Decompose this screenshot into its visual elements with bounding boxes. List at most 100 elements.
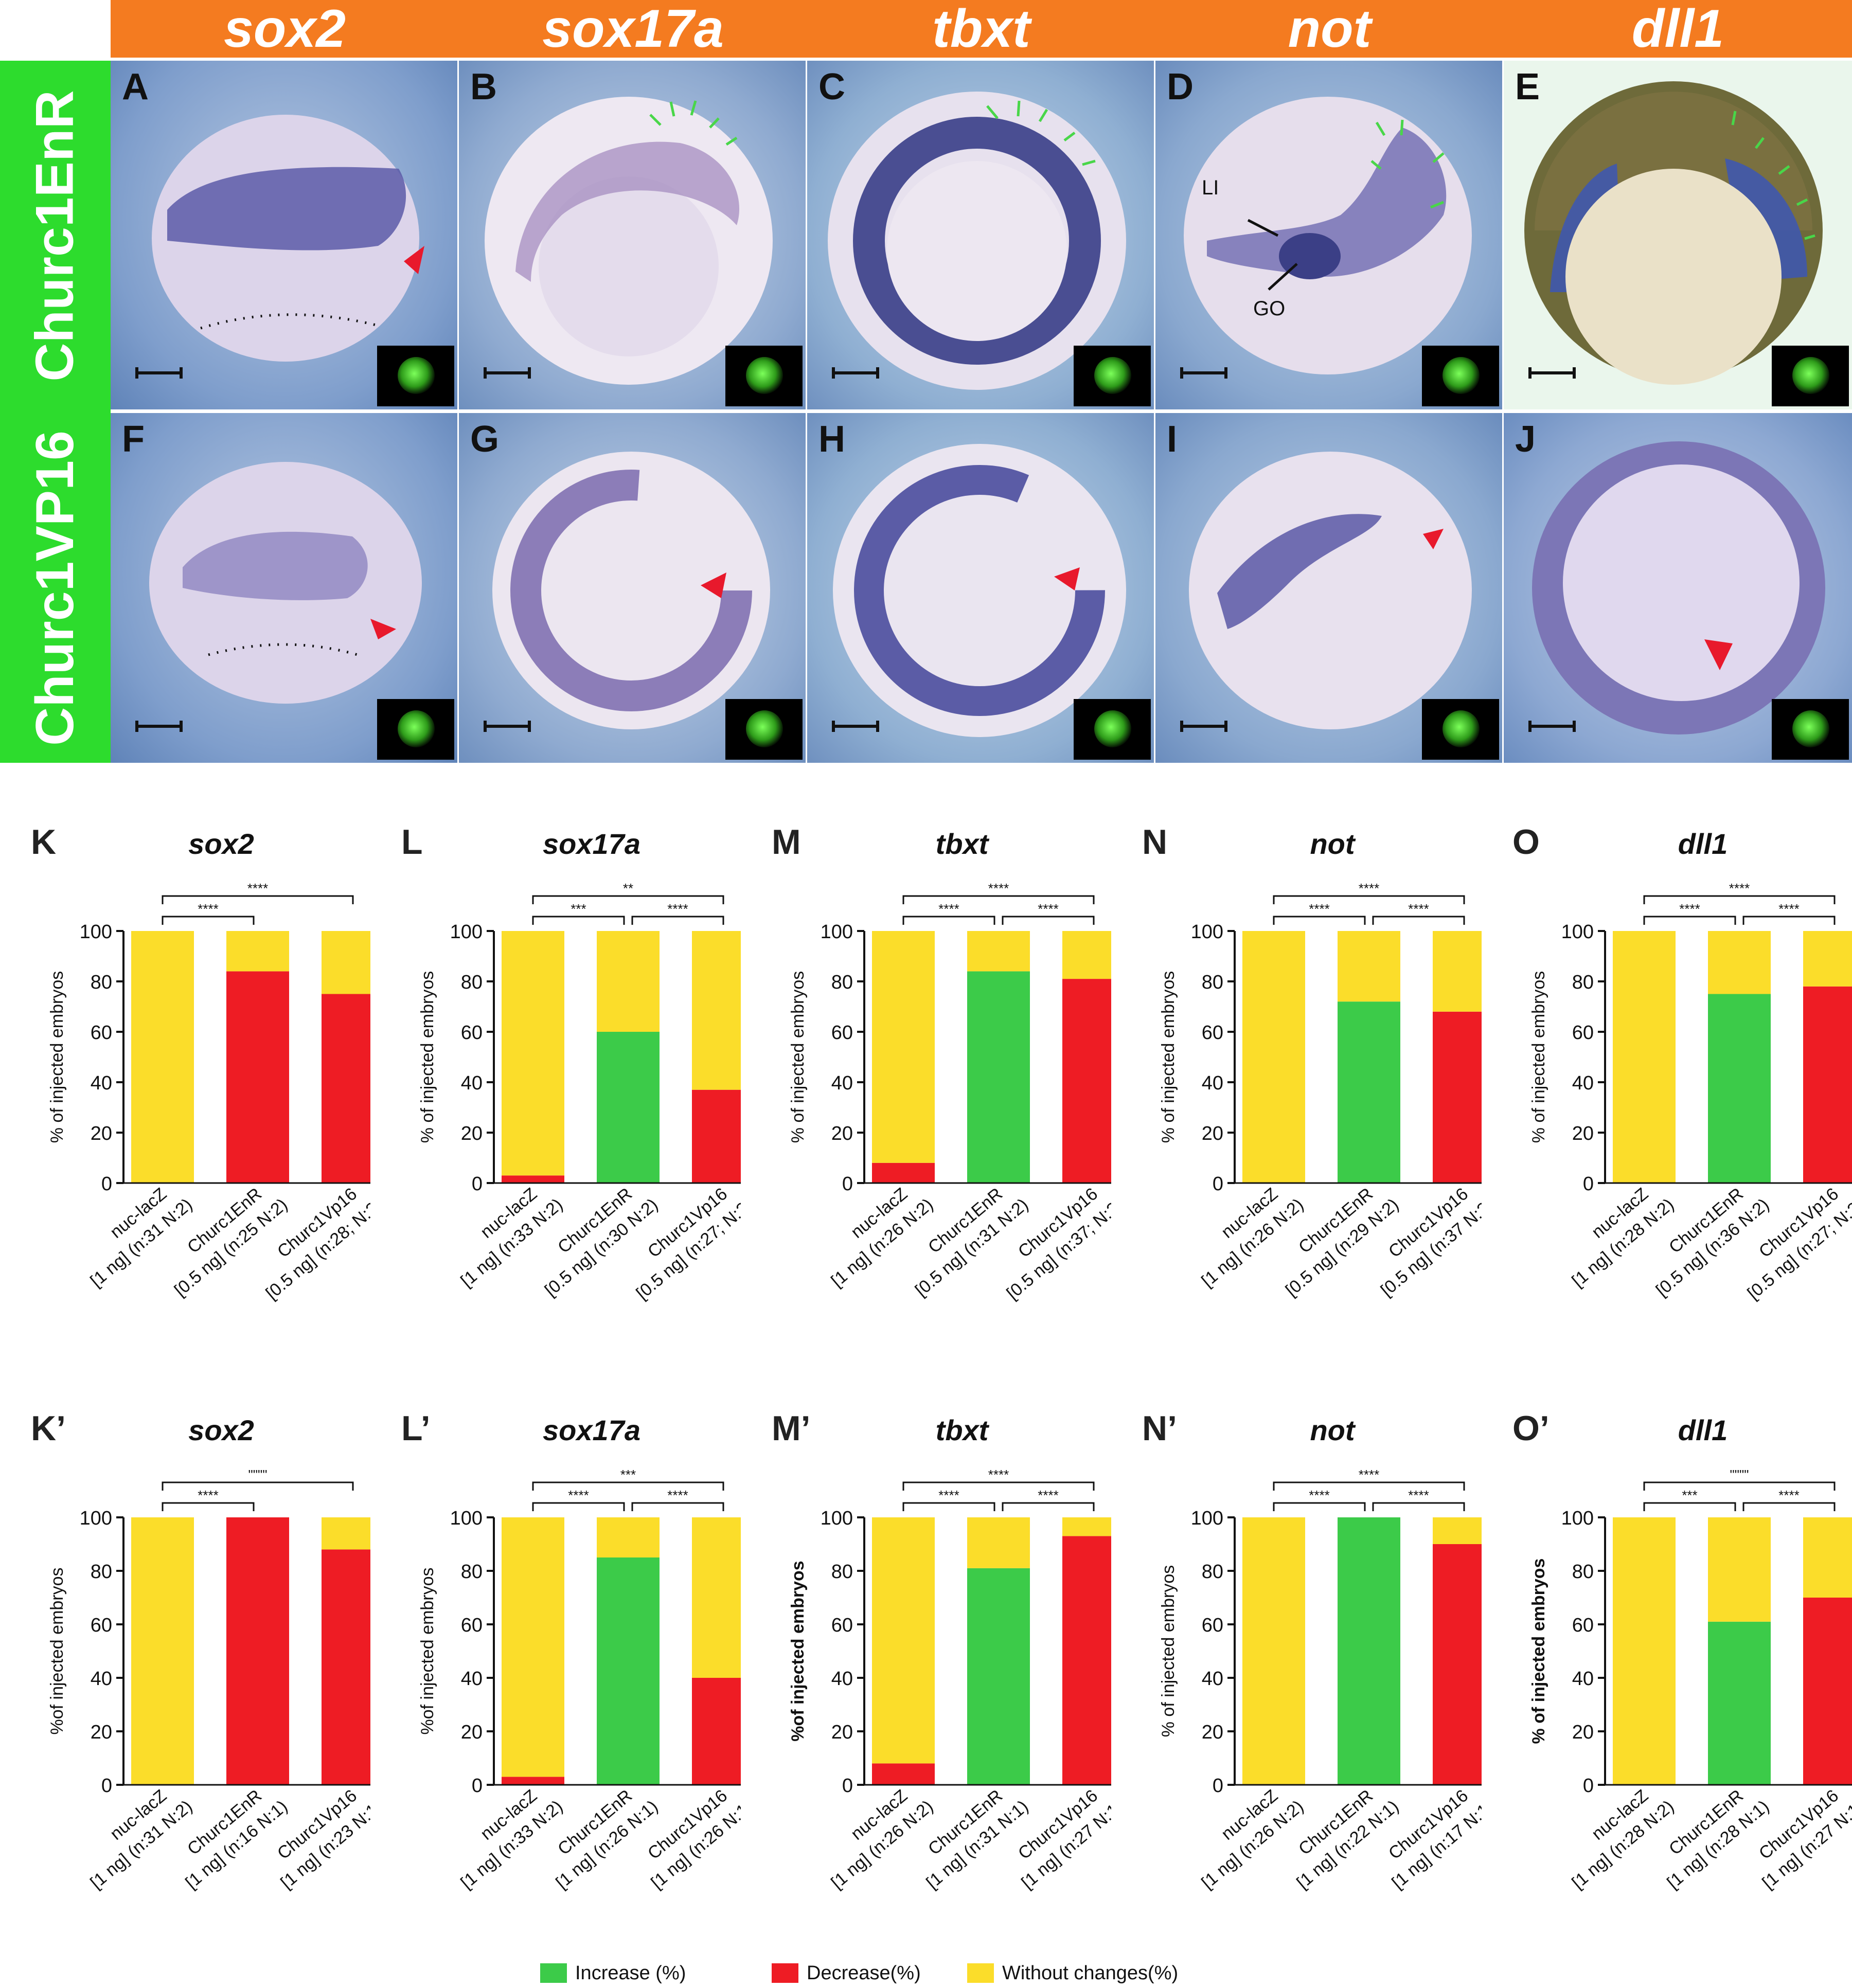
bar-segment [502,1175,564,1183]
bar-segment [692,1678,741,1785]
gfp-inset [1422,346,1499,406]
y-tick-label: 80 [1202,972,1223,993]
photo-panel-f: F [111,413,457,763]
bar-segment [1433,931,1482,1012]
bar-segment [1708,1621,1771,1785]
significance-label: ** [623,881,633,896]
legend-swatch-increase [540,1963,567,1983]
y-tick-label: 0 [842,1173,853,1195]
y-tick-label: 60 [831,1022,853,1044]
x-tick-label-group: Churc1EnR[1 ng] (n:28 N:1) [1664,1786,1773,1893]
bar-segment [131,931,194,1183]
bar-segment [322,994,370,1183]
significance-bracket [902,1502,995,1511]
significance-label: **** [1038,1488,1058,1503]
bar-segment [1708,1517,1771,1622]
row-label-churc1vp16: Churc1VP16 [25,430,85,746]
embryo-i [1189,452,1472,729]
significance-bracket [1643,916,1736,925]
row-label-churc1enr: Churc1EnR [25,89,85,382]
bar-segment [322,931,370,994]
x-tick-label-group: Churc1EnR[1 ng] (n:26 N:1) [553,1786,662,1893]
bar-segment [131,1517,194,1785]
scale-bar [484,367,531,379]
panel-letter: F [122,419,145,460]
bar-segment [226,1517,289,1785]
bar-segment [1803,1598,1852,1785]
y-tick-label: 40 [1202,1668,1223,1690]
panel-letter: K [31,822,56,862]
bar-segment [1242,1517,1305,1785]
photo-panel-e: E [1504,61,1852,409]
y-axis-label: % of injected embryos [418,971,437,1143]
y-tick-label: 100 [1191,1508,1223,1529]
significance-label: **** [1408,901,1429,917]
significance-label: **** [1359,881,1379,896]
y-tick-label: 20 [831,1123,853,1144]
significance-label: **** [568,1488,589,1503]
y-tick-label: 0 [472,1173,483,1195]
bar-segment [322,1517,370,1550]
bar-segment [692,1517,741,1678]
photo-panel-j: J [1504,413,1852,763]
significance-label: **** [938,1488,959,1503]
significance-bracket [162,1502,255,1511]
significance-label: *** [1682,1488,1697,1503]
bar-segment [1803,1517,1852,1598]
y-tick-label: 100 [1191,921,1223,943]
legend-label-increase: Increase (%) [575,1962,686,1984]
x-tick-label-group: nuc-lacZ[1 ng] (n:31 N:2) [87,1786,197,1893]
bar-segment [502,931,564,1176]
significance-label: **** [938,901,959,917]
significance-bracket [1002,1502,1095,1511]
y-tick-label: 100 [450,1508,483,1529]
y-tick-label: 20 [461,1123,483,1144]
panel-letter: C [818,66,845,108]
y-tick-label: 100 [80,1508,112,1529]
scale-bar [832,721,879,732]
y-axis-label: % of injected embryos [1159,971,1178,1143]
bar-segment [226,971,289,1183]
bar-segment [967,971,1030,1183]
significance-bracket [631,1502,724,1511]
gfp-inset [725,699,803,760]
y-tick-label: 80 [461,1561,483,1583]
chart-title: sox2 [188,828,254,860]
significance-label: **** [1408,1488,1429,1503]
bar-segment [1803,931,1852,987]
gfp-inset [377,346,454,406]
y-tick-label: 20 [1572,1123,1594,1144]
embryo-g [492,452,770,729]
x-tick-label-group: Churc1EnR[1 ng] (n:16 N:1) [182,1786,292,1893]
y-tick-label: 80 [461,972,483,993]
x-tick-label-group: Churc1Vp16[0.5 ng] (n:27; N:2) [1744,1184,1852,1303]
significance-bracket [1643,895,1836,904]
y-tick-label: 60 [1572,1022,1594,1044]
li-label: LI [1202,176,1219,199]
bar-segment [872,1763,935,1785]
scale-bar [135,367,183,379]
significance-bracket [1273,1481,1465,1491]
chart-n-prime: N’ not 0 20 40 60 80 100 % of injected embryos nu… [1142,1409,1482,1893]
y-tick-label: 100 [821,1508,853,1529]
gene-title-sox2: sox2 [223,0,346,59]
y-tick-label: 80 [831,972,853,993]
chart-title: dll1 [1678,1414,1728,1446]
legend-swatch-decrease [772,1963,798,1983]
legend-label-without: Without changes(%) [1002,1962,1179,1984]
y-tick-label: 60 [91,1022,112,1044]
significance-label: **** [667,901,688,917]
panel-letter: N’ [1142,1409,1177,1448]
significance-bracket [902,1481,1095,1491]
bar-segment [872,1162,935,1183]
bar-segment [1062,1536,1111,1785]
bar-segment [502,1517,564,1777]
panel-letter: G [470,419,500,460]
y-axis-label: % of injected embryos [1529,971,1548,1143]
bar-segment [1062,1517,1111,1536]
x-tick-label-group: nuc-lacZ[1 ng] (n:31 N:2) [87,1184,197,1291]
y-tick-label: 60 [91,1615,112,1636]
photo-panel-g: G [459,413,806,763]
x-tick-label-group: nuc-lacZ[1 ng] (n:33 N:2) [457,1786,567,1893]
